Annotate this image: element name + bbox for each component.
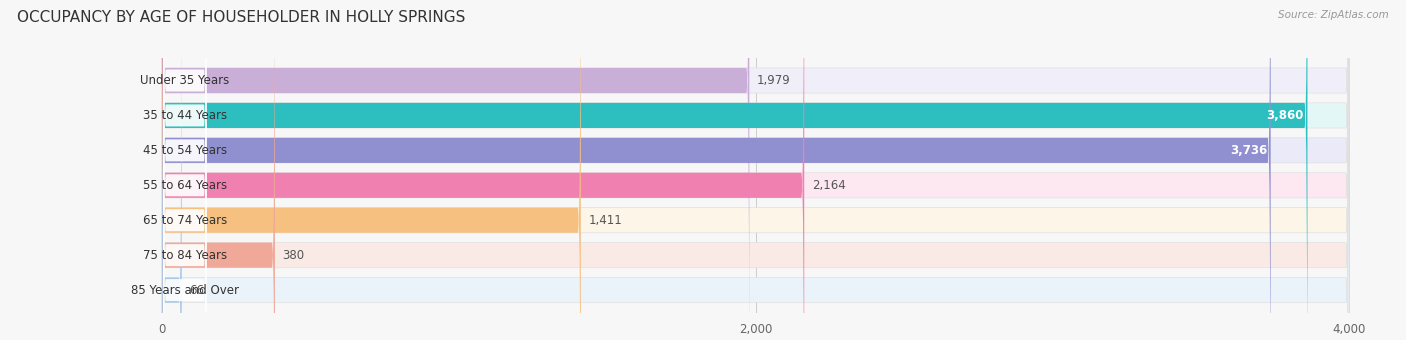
FancyBboxPatch shape xyxy=(162,0,181,340)
FancyBboxPatch shape xyxy=(163,0,207,340)
Text: 2,164: 2,164 xyxy=(811,179,845,192)
Text: 55 to 64 Years: 55 to 64 Years xyxy=(143,179,226,192)
FancyBboxPatch shape xyxy=(162,0,1308,340)
Text: 1,411: 1,411 xyxy=(588,214,621,227)
Text: 75 to 84 Years: 75 to 84 Years xyxy=(143,249,226,262)
Text: 380: 380 xyxy=(283,249,305,262)
FancyBboxPatch shape xyxy=(162,0,1348,340)
Text: 1,979: 1,979 xyxy=(756,74,790,87)
Text: Source: ZipAtlas.com: Source: ZipAtlas.com xyxy=(1278,10,1389,20)
FancyBboxPatch shape xyxy=(163,0,207,340)
FancyBboxPatch shape xyxy=(162,0,749,340)
Text: Under 35 Years: Under 35 Years xyxy=(141,74,229,87)
FancyBboxPatch shape xyxy=(162,0,1348,340)
FancyBboxPatch shape xyxy=(163,0,207,340)
Text: 65 to 74 Years: 65 to 74 Years xyxy=(143,214,226,227)
FancyBboxPatch shape xyxy=(162,0,1271,340)
FancyBboxPatch shape xyxy=(162,0,581,340)
FancyBboxPatch shape xyxy=(163,0,207,340)
FancyBboxPatch shape xyxy=(163,22,207,340)
Text: OCCUPANCY BY AGE OF HOUSEHOLDER IN HOLLY SPRINGS: OCCUPANCY BY AGE OF HOUSEHOLDER IN HOLLY… xyxy=(17,10,465,25)
FancyBboxPatch shape xyxy=(162,0,1348,340)
FancyBboxPatch shape xyxy=(162,0,276,340)
FancyBboxPatch shape xyxy=(162,0,1348,340)
Text: 35 to 44 Years: 35 to 44 Years xyxy=(143,109,226,122)
Text: 45 to 54 Years: 45 to 54 Years xyxy=(143,144,226,157)
FancyBboxPatch shape xyxy=(163,0,207,340)
FancyBboxPatch shape xyxy=(162,0,1348,340)
FancyBboxPatch shape xyxy=(162,0,1348,340)
FancyBboxPatch shape xyxy=(162,0,804,340)
Text: 85 Years and Over: 85 Years and Over xyxy=(131,284,239,296)
Text: 3,860: 3,860 xyxy=(1267,109,1303,122)
FancyBboxPatch shape xyxy=(162,0,1348,340)
Text: 3,736: 3,736 xyxy=(1230,144,1267,157)
Text: 66: 66 xyxy=(190,284,204,296)
FancyBboxPatch shape xyxy=(163,0,207,340)
